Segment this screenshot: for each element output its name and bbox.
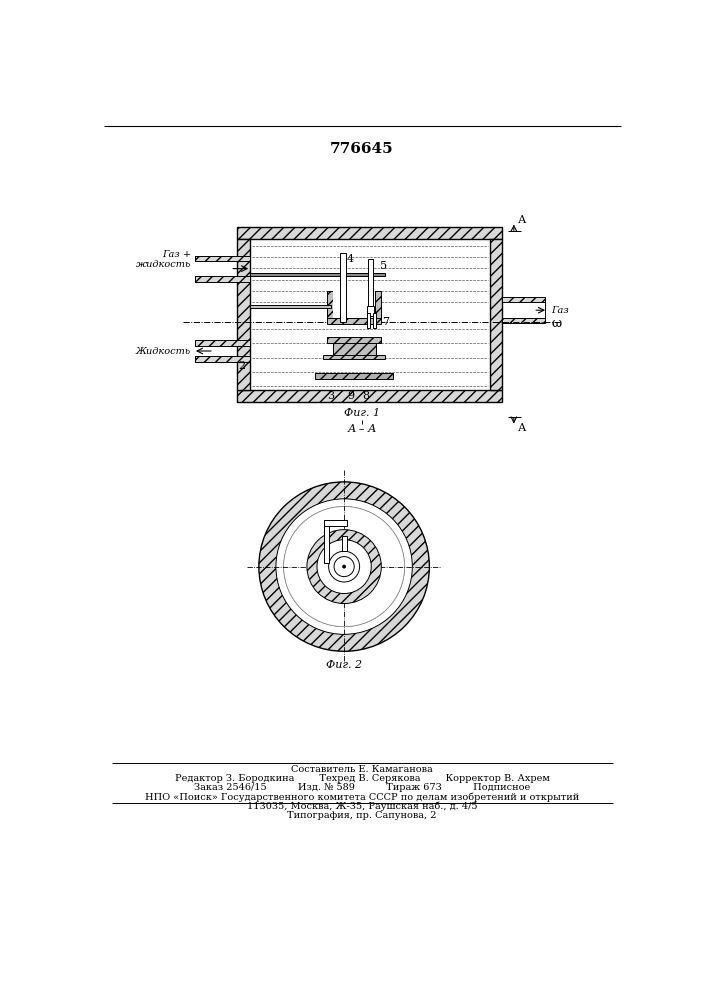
Bar <box>194 346 250 356</box>
Text: 2: 2 <box>238 361 245 371</box>
Circle shape <box>284 507 404 627</box>
Circle shape <box>299 522 389 611</box>
Bar <box>194 356 250 362</box>
Bar <box>367 312 370 328</box>
Bar <box>490 239 502 389</box>
Bar <box>323 355 385 359</box>
Text: А: А <box>518 215 526 225</box>
Text: Составитель Е. Камаганова: Составитель Е. Камаганова <box>291 765 433 774</box>
Bar <box>237 389 502 402</box>
Circle shape <box>307 530 381 604</box>
Bar <box>373 312 376 328</box>
Circle shape <box>284 507 404 627</box>
Bar <box>250 305 331 308</box>
Bar <box>367 306 374 316</box>
Text: 7: 7 <box>382 317 389 327</box>
Bar <box>368 259 373 306</box>
Text: Фиг. 2: Фиг. 2 <box>326 660 362 670</box>
Bar <box>340 253 346 322</box>
Bar <box>375 291 381 318</box>
Bar <box>502 302 545 318</box>
Text: Фиг. 1: Фиг. 1 <box>344 408 380 418</box>
Text: Типография, пр. Сапунова, 2: Типография, пр. Сапунова, 2 <box>287 811 437 820</box>
Bar <box>502 318 545 323</box>
Bar <box>250 239 490 389</box>
Text: НПО «Поиск» Государственного комитета СССР по делам изобретений и открытий: НПО «Поиск» Государственного комитета СС… <box>145 792 579 802</box>
Bar <box>327 337 381 343</box>
Circle shape <box>299 522 389 611</box>
Bar <box>250 273 385 276</box>
Text: 4: 4 <box>346 254 354 264</box>
Text: Заказ 2546/15          Изд. № 589          Тираж 673          Подписное: Заказ 2546/15 Изд. № 589 Тираж 673 Подпи… <box>194 783 530 792</box>
Text: 5: 5 <box>380 261 387 271</box>
Bar <box>194 340 250 346</box>
Text: 6: 6 <box>327 297 334 307</box>
Bar <box>333 291 375 318</box>
Bar <box>327 291 333 318</box>
Bar <box>324 520 329 563</box>
Circle shape <box>259 482 429 651</box>
Bar <box>333 343 376 355</box>
Bar <box>194 276 250 282</box>
Text: 113035, Москва, Ж-35, Раушская наб., д. 4/5: 113035, Москва, Ж-35, Раушская наб., д. … <box>247 801 477 811</box>
Bar <box>194 256 250 261</box>
Text: Газ: Газ <box>551 306 569 315</box>
Text: А – А: А – А <box>347 424 377 434</box>
Bar <box>341 536 347 551</box>
Bar <box>327 318 381 324</box>
Text: Жидкость: Жидкость <box>136 347 191 356</box>
Bar <box>237 239 250 389</box>
Text: ω: ω <box>551 317 561 330</box>
Text: 776645: 776645 <box>330 142 394 156</box>
Circle shape <box>291 514 397 619</box>
Text: Редактор З. Бородкина        Техред В. Серякова        Корректор В. Ахрем: Редактор З. Бородкина Техред В. Серякова… <box>175 774 549 783</box>
Circle shape <box>317 540 371 594</box>
Text: А: А <box>518 423 526 433</box>
Bar <box>502 297 545 302</box>
Bar <box>237 227 502 239</box>
Circle shape <box>343 565 346 568</box>
Bar <box>324 520 347 526</box>
Circle shape <box>276 499 412 634</box>
Text: 9: 9 <box>346 391 354 401</box>
Text: 8: 8 <box>362 391 369 401</box>
Circle shape <box>291 514 397 619</box>
Bar <box>194 261 250 276</box>
Text: 3: 3 <box>327 391 334 401</box>
Text: Газ +
жидкость: Газ + жидкость <box>136 250 191 269</box>
Bar <box>315 373 393 379</box>
Circle shape <box>334 557 354 577</box>
Circle shape <box>329 551 360 582</box>
